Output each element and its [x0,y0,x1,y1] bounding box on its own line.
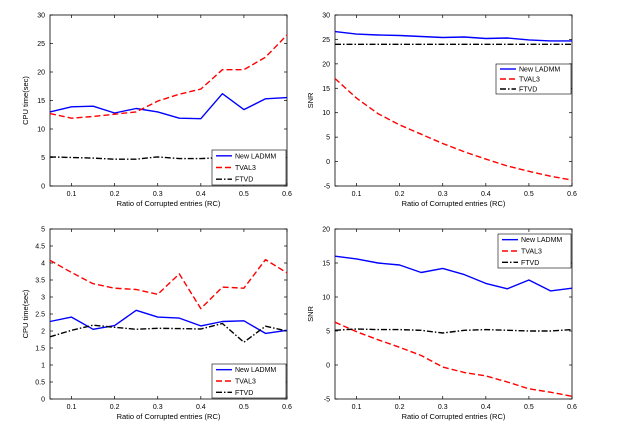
series-line-ftvd [334,328,573,334]
y-tick-label: 0 [41,184,45,191]
y-tick-label: 0 [326,159,330,166]
y-axis-label: CPU time(sec) [21,76,30,125]
y-tick-label: 4 [41,261,45,268]
y-tick-label: 10 [322,110,330,117]
series-line-ftvd [49,322,288,343]
x-tick-label: 0.5 [239,404,249,411]
legend-label: New LADMM [521,237,562,244]
legend: New LADMM TVAL3 FTVD [495,63,572,95]
y-axis-label: CPU time(sec) [21,289,30,338]
x-axis-label: Ratio of Corrupted entries (RC) [117,412,221,421]
y-tick-label: 20 [322,227,330,234]
legend-label: New LADMM [235,153,276,160]
x-tick-label: 0.1 [352,191,362,198]
series-line-tval3 [49,34,288,119]
y-tick-label: 15 [322,261,330,268]
y-tick-label: 15 [37,98,45,105]
legend: New LADMM TVAL3 FTVD [211,363,287,399]
y-tick-label: 10 [37,127,45,134]
legend-label: TVAL3 [235,165,256,172]
y-tick-label: 1.5 [35,346,45,353]
plot-frame [334,14,573,187]
y-tick-label: 2 [41,329,45,336]
legend-label: TVAL3 [521,249,542,256]
legend-label: TVAL3 [235,379,256,386]
x-tick-label: 0.5 [524,191,534,198]
y-tick-label: 15 [322,86,330,93]
y-tick-label: 4.5 [35,244,45,251]
legend-label: FTVD [521,260,539,267]
y-tick-label: 5 [41,155,45,162]
x-axis-label: Ratio of Corrupted entries (RC) [117,199,221,208]
y-tick-label: 10 [322,295,330,302]
y-tick-label: 5 [326,135,330,142]
series-line-new-ladmm [49,92,288,120]
series-line-tval3 [49,258,288,310]
y-tick-label: 5 [41,227,45,234]
legend-label: New LADMM [519,67,560,74]
legend-label: TVAL3 [519,77,540,84]
series-line-new-ladmm [334,30,572,42]
series-line-tval3 [334,321,573,397]
legend-label: New LADMM [235,367,276,374]
x-tick-label: 0.1 [67,191,77,198]
y-tick-label: 30 [322,13,330,20]
x-tick-label: 0.3 [438,191,448,198]
x-tick-label: 0.6 [282,404,292,411]
panel-1: 0.1 0.2 0.3 0.4 0.5 0.6 0 5 10 15 20 25 30 Ratio of C… [21,13,292,209]
panel-3: 0.1 0.2 0.3 0.4 0.5 0.6 0 0.5 1 1.5 2 2.5 3 3.5 4 4.5 5 R… [21,227,292,422]
legend: New LADMM TVAL3 FTVD [211,149,287,186]
y-axis-label: SNR [306,92,315,108]
x-tick-label: 0.2 [395,191,405,198]
x-tick-label: 0.2 [395,404,405,411]
y-tick-label: 0 [41,397,45,404]
y-tick-label: 20 [37,70,45,77]
x-tick-label: 0.1 [352,404,362,411]
x-tick-label: 0.3 [153,404,163,411]
series-line-tval3 [334,77,573,181]
x-axis-label: Ratio of Corrupted entries (RC) [402,199,506,208]
y-tick-label: -5 [324,397,330,404]
y-tick-label: 30 [37,13,45,20]
x-tick-label: 0.3 [438,404,448,411]
y-tick-label: -5 [324,184,330,191]
x-tick-label: 0.1 [67,404,77,411]
x-tick-label: 0.4 [196,191,206,198]
y-tick-label: 25 [37,41,45,48]
legend: New LADMM TVAL3 FTVD [497,233,572,269]
y-tick-label: 25 [322,37,330,44]
x-tick-label: 0.2 [110,404,120,411]
y-tick-label: 0 [326,363,330,370]
x-tick-label: 0.4 [481,404,491,411]
x-axis-label: Ratio of Corrupted entries (RC) [402,412,506,421]
y-tick-label: 1 [41,363,45,370]
y-tick-label: 3.5 [35,278,45,285]
y-tick-label: 20 [322,61,330,68]
x-tick-label: 0.6 [282,191,292,198]
y-tick-label: 5 [326,329,330,336]
x-tick-label: 0.2 [110,191,120,198]
plot-frame [334,228,573,400]
y-tick-label: 0.5 [35,380,45,387]
panel-4: 0.1 0.2 0.3 0.4 0.5 0.6 -5 0 5 10 15 20 Ratio of Cor… [306,227,577,422]
x-tick-label: 0.4 [196,404,206,411]
x-tick-label: 0.6 [567,404,577,411]
legend-label: FTVD [235,390,253,397]
panel-2: 0.1 0.2 0.3 0.4 0.5 0.6 -5 0 5 10 15 20 25 30 Ratio of… [306,13,577,209]
y-tick-label: 2.5 [35,312,45,319]
y-axis-label: SNR [306,306,315,322]
x-tick-label: 0.3 [153,191,163,198]
legend-label: FTVD [235,177,253,184]
x-tick-label: 0.6 [567,191,577,198]
series-line-new-ladmm [49,309,288,335]
x-tick-label: 0.4 [481,191,491,198]
y-tick-label: 3 [41,295,45,302]
x-tick-label: 0.5 [524,404,534,411]
series-line-new-ladmm [334,255,573,292]
legend-label: FTVD [519,87,537,94]
x-tick-label: 0.5 [239,191,249,198]
